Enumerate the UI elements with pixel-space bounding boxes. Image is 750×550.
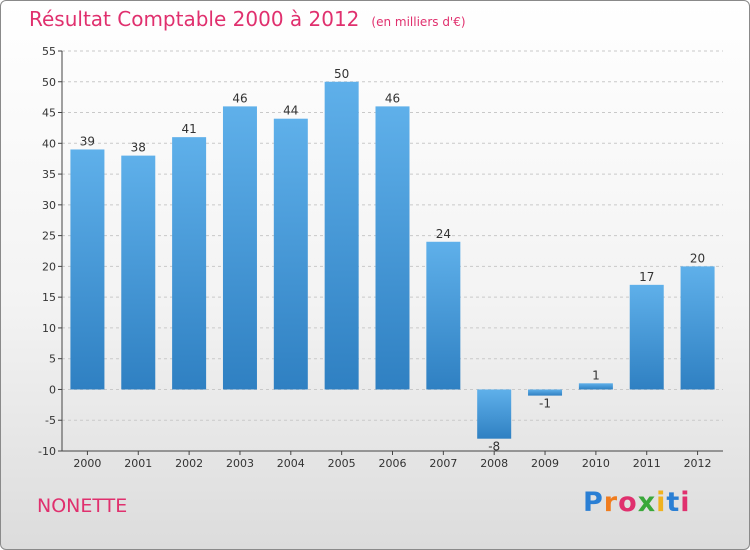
logo-letter: o	[618, 487, 638, 518]
y-tick-label: -5	[45, 414, 56, 427]
bar-value-label: 20	[690, 251, 705, 265]
bar	[426, 241, 461, 390]
y-tick-label: 10	[42, 322, 56, 335]
bar	[477, 389, 512, 439]
x-tick-label: 2009	[531, 457, 559, 470]
logo-letter: P	[583, 487, 604, 518]
y-tick-label: 0	[49, 383, 56, 396]
x-tick-label: 2003	[226, 457, 254, 470]
bar	[629, 284, 664, 390]
bar	[578, 383, 613, 390]
x-tick-label: 2005	[328, 457, 356, 470]
y-tick-label: 40	[42, 137, 56, 150]
x-tick-label: 2002	[175, 457, 203, 470]
commune-name: NONETTE	[37, 495, 128, 517]
bar-value-label: 39	[80, 134, 95, 148]
logo-letter: t	[666, 487, 681, 518]
y-tick-label: 30	[42, 199, 56, 212]
bar	[121, 155, 156, 390]
chart-title-main: Résultat Comptable 2000 à 2012	[29, 7, 360, 31]
bar-value-label: -8	[488, 440, 500, 454]
bar-value-label: 46	[385, 91, 400, 105]
bar-value-label: 1	[592, 368, 600, 382]
bar-value-label: 41	[181, 122, 196, 136]
y-tick-label: 55	[42, 45, 56, 58]
bar-value-label: 44	[283, 104, 298, 118]
x-tick-label: 2012	[684, 457, 712, 470]
bar	[375, 106, 410, 390]
x-tick-label: 2011	[633, 457, 661, 470]
y-tick-label: 35	[42, 168, 56, 181]
logo-letter: x	[637, 487, 657, 518]
logo-letter: i	[680, 487, 691, 518]
bar	[70, 149, 105, 390]
y-tick-label: 25	[42, 230, 56, 243]
bar-value-label: 24	[436, 227, 451, 241]
bar	[324, 81, 359, 390]
x-tick-label: 2010	[582, 457, 610, 470]
y-tick-label: 50	[42, 76, 56, 89]
proxiti-logo-text: Proxiti	[583, 487, 691, 518]
y-tick-label: 45	[42, 107, 56, 120]
x-tick-label: 2000	[73, 457, 101, 470]
x-tick-label: 2007	[429, 457, 457, 470]
y-tick-label: 15	[42, 291, 56, 304]
chart-unit: (en milliers d'€)	[371, 15, 466, 29]
bar-value-label: 50	[334, 67, 349, 81]
x-tick-label: 2004	[277, 457, 305, 470]
y-tick-label: -10	[38, 445, 56, 458]
y-tick-label: 20	[42, 260, 56, 273]
logo-letter: i	[656, 487, 667, 518]
x-tick-label: 2006	[379, 457, 407, 470]
proxiti-logo: Proxiti	[583, 487, 691, 518]
x-tick-label: 2001	[124, 457, 152, 470]
y-tick-label: 5	[49, 353, 56, 366]
bar	[528, 389, 563, 396]
bar	[273, 118, 308, 390]
bar-value-label: 17	[639, 270, 654, 284]
bar-value-label: 38	[131, 141, 146, 155]
bar	[680, 266, 715, 390]
chart-title: Résultat Comptable 2000 à 2012 (en millie…	[29, 7, 466, 31]
bar	[222, 106, 257, 390]
logo-letter: r	[603, 487, 619, 518]
x-tick-label: 2008	[480, 457, 508, 470]
bar	[172, 137, 207, 390]
bar-value-label: 46	[232, 91, 247, 105]
bar-value-label: -1	[539, 397, 551, 411]
